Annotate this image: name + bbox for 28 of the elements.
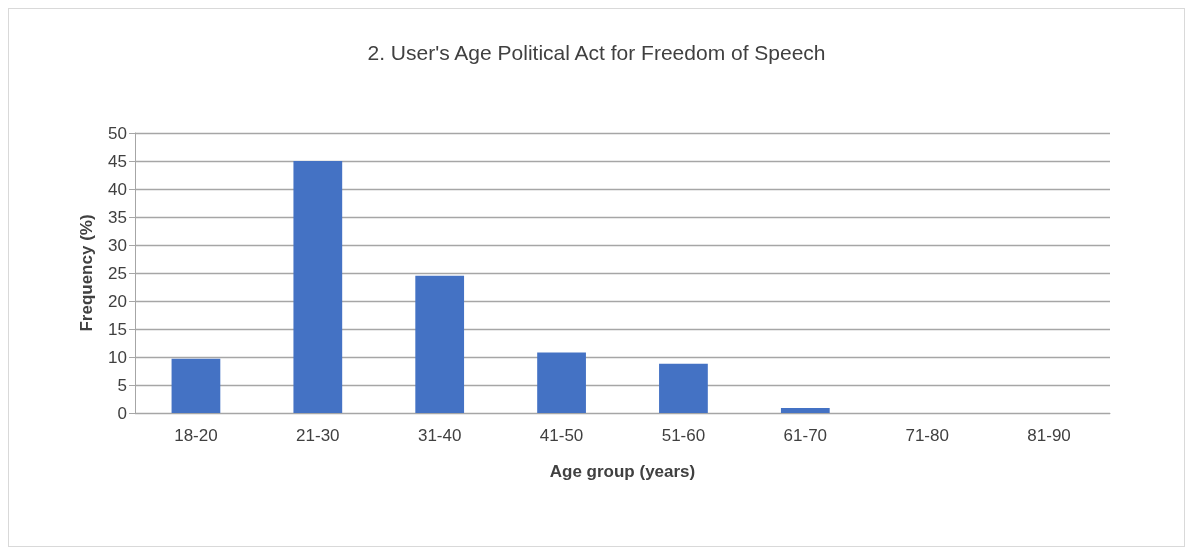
y-tick-label: 35 bbox=[108, 207, 127, 227]
y-tick-label: 15 bbox=[108, 319, 127, 339]
y-tick-label: 30 bbox=[108, 235, 127, 255]
y-tick-label: 20 bbox=[108, 291, 127, 311]
x-tick-label: 31-40 bbox=[417, 426, 462, 445]
x-tick-label: 18-20 bbox=[174, 426, 218, 445]
y-tick-label: 25 bbox=[108, 263, 127, 283]
y-tick-label: 45 bbox=[108, 151, 127, 171]
bar bbox=[293, 161, 343, 413]
x-tick-label: 71-80 bbox=[905, 426, 949, 445]
chart-title: 2. User's Age Political Act for Freedom of Speech bbox=[367, 41, 826, 64]
x-tick-label: 21-30 bbox=[296, 426, 340, 445]
y-tick-label: 0 bbox=[117, 403, 127, 423]
x-tick-label: 51-60 bbox=[661, 426, 706, 445]
y-tick-label: 10 bbox=[108, 347, 127, 367]
x-tick-label: 41-50 bbox=[539, 426, 584, 445]
bar bbox=[415, 275, 465, 413]
bar bbox=[780, 407, 830, 413]
x-tick-label: 81-90 bbox=[1027, 426, 1071, 445]
y-tick-label: 40 bbox=[108, 179, 127, 199]
y-tick-label: 5 bbox=[117, 375, 127, 395]
bar bbox=[537, 352, 586, 413]
bar bbox=[171, 358, 221, 413]
y-tick-label: 50 bbox=[108, 123, 127, 143]
x-axis-title: Age group (years) bbox=[549, 462, 696, 481]
x-tick-label: 61-70 bbox=[783, 426, 828, 445]
bar bbox=[659, 363, 708, 413]
y-axis-title: Frequency (%) bbox=[77, 214, 96, 332]
